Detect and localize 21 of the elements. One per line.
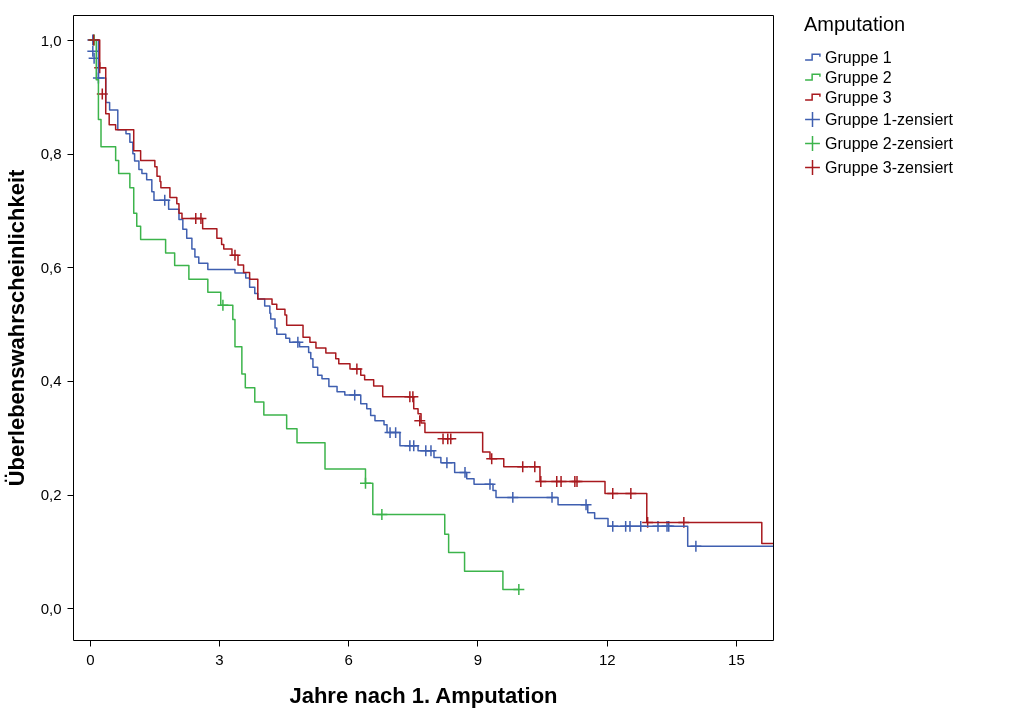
- y-tick-label: 1,0: [40, 31, 62, 49]
- y-tick-label: 0,6: [40, 258, 62, 276]
- y-tick-label: 0,4: [40, 372, 62, 390]
- legend-label: Gruppe 3-zensiert: [825, 158, 954, 176]
- x-tick-label: 6: [344, 650, 353, 668]
- x-tick-label: 9: [473, 650, 483, 668]
- x-tick-label: 3: [215, 650, 224, 668]
- y-tick-label: 0,2: [40, 486, 62, 504]
- y-axis-title: Überlebenswahrscheinlichkeit: [3, 168, 29, 487]
- x-axis-title: Jahre nach 1. Amputation: [289, 682, 558, 708]
- legend-label: Gruppe 2-zensiert: [825, 134, 954, 152]
- legend-title: Amputation: [804, 13, 906, 35]
- legend-label: Gruppe 1-zensiert: [825, 110, 954, 128]
- x-tick-label: 12: [598, 650, 616, 668]
- x-tick-label: 0: [86, 650, 95, 668]
- legend-label: Gruppe 1: [825, 48, 892, 66]
- y-tick-label: 0,8: [40, 145, 62, 163]
- x-tick-label: 15: [728, 650, 745, 668]
- y-tick-label: 0,0: [40, 599, 62, 617]
- legend-label: Gruppe 2: [825, 68, 892, 86]
- legend-label: Gruppe 3: [825, 88, 892, 106]
